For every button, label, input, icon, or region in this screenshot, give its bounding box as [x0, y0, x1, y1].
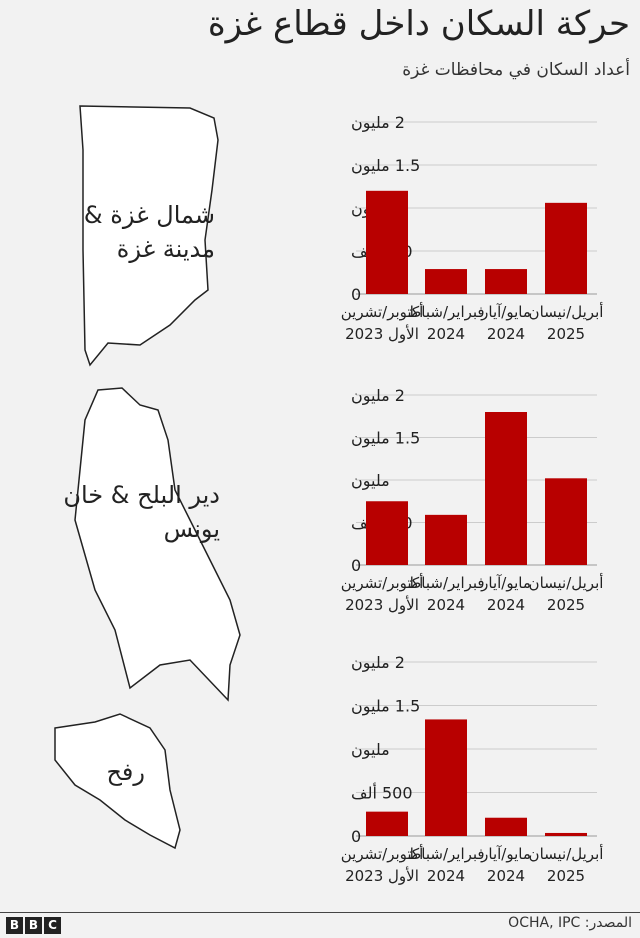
y-tick-label: مليون — [351, 471, 390, 491]
x-tick-label: 2024 — [487, 596, 525, 614]
x-tick-label: مايو/آيار — [480, 845, 531, 863]
region-label-north: شمال غزة & مدينة غزة — [84, 198, 215, 266]
x-tick-label: 2024 — [487, 325, 525, 343]
map-rafah — [54, 713, 181, 850]
x-tick-label: فبراير/شباط — [407, 574, 484, 592]
y-tick-label: 0 — [351, 827, 361, 846]
bar — [545, 832, 587, 836]
x-tick-label: مايو/آيار — [480, 303, 531, 321]
bar — [425, 719, 467, 836]
x-tick-label: 2024 — [427, 325, 465, 343]
x-tick-label: فبراير/شباط — [407, 845, 484, 863]
bar — [366, 190, 408, 294]
source-note: المصدر: OCHA, IPC — [508, 915, 632, 931]
region-label-rafah: رفح — [106, 755, 145, 789]
x-tick-label: 2025 — [547, 596, 585, 614]
bar — [425, 514, 467, 565]
y-tick-label: 0 — [351, 556, 361, 575]
x-tick-label: أبريل/نيسان — [529, 573, 604, 592]
map-middle-khan-younis — [74, 387, 241, 702]
bar — [545, 478, 587, 565]
x-tick-label: مايو/آيار — [480, 574, 531, 592]
bar — [485, 817, 527, 836]
y-tick-label: 2 مليون — [351, 113, 405, 133]
page-title: حركة السكان داخل قطاع غزة — [207, 4, 630, 44]
x-tick-label: الأول 2023 — [345, 595, 419, 614]
x-tick-label: 2024 — [427, 596, 465, 614]
x-tick-label: أكتوبر/تشرين — [341, 844, 424, 863]
bar — [425, 269, 467, 294]
y-tick-label: 1.5 مليون — [351, 697, 420, 717]
y-tick-label: 500 ألف — [351, 783, 413, 803]
bar — [545, 202, 587, 294]
x-tick-label: فبراير/شباط — [407, 303, 484, 321]
region-label-line: شمال غزة & — [83, 201, 215, 229]
region-label-line: يونس — [163, 515, 220, 543]
bar — [485, 269, 527, 294]
x-tick-label: 2024 — [487, 867, 525, 885]
y-tick-label: 1.5 مليون — [351, 429, 420, 449]
region-label-line: دير البلح & خان — [63, 481, 220, 509]
x-tick-label: 2025 — [547, 867, 585, 885]
x-tick-label: أكتوبر/تشرين — [341, 573, 424, 592]
x-tick-label: 2025 — [547, 325, 585, 343]
y-tick-label: مليون — [351, 740, 390, 760]
y-tick-label: 2 مليون — [351, 653, 405, 673]
x-tick-label: الأول 2023 — [345, 866, 419, 885]
footer-divider — [0, 912, 640, 913]
region-label-line: رفح — [106, 758, 145, 786]
region-label-line: مدينة غزة — [116, 235, 215, 263]
y-tick-label: 1.5 مليون — [351, 156, 420, 176]
bar — [366, 811, 408, 836]
bar — [485, 412, 527, 565]
y-tick-label: 0 — [351, 285, 361, 304]
x-tick-label: الأول 2023 — [345, 324, 419, 343]
x-tick-label: أبريل/نيسان — [529, 844, 604, 863]
region-label-middle: دير البلح & خان يونس — [63, 478, 220, 546]
x-tick-label: أكتوبر/تشرين — [341, 302, 424, 321]
map-north-gaza — [79, 105, 219, 367]
page-subtitle: أعداد السكان في محافظات غزة — [402, 60, 630, 80]
y-tick-label: 2 مليون — [351, 386, 405, 406]
x-tick-label: 2024 — [427, 867, 465, 885]
x-tick-label: أبريل/نيسان — [529, 302, 604, 321]
bar — [366, 501, 408, 565]
